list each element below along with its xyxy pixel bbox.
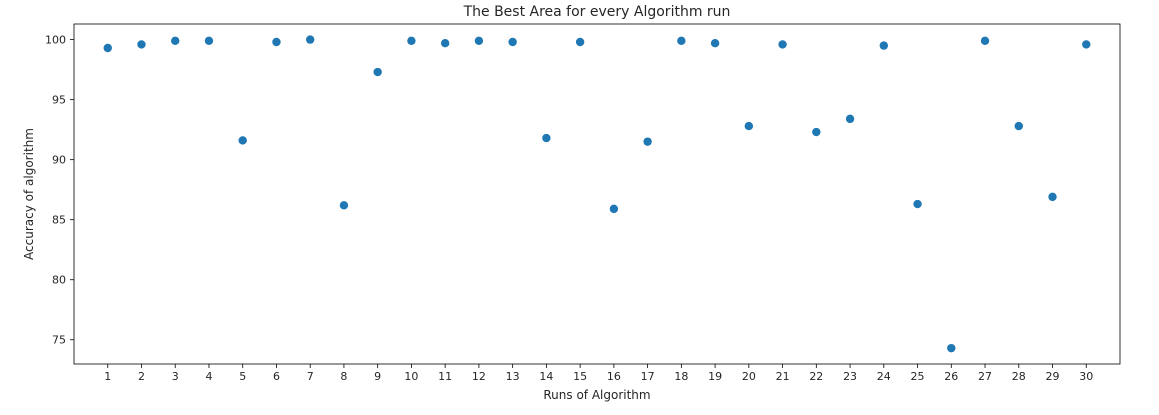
data-point xyxy=(474,36,484,46)
y-axis-title: Accuracy of algorithm xyxy=(22,128,36,260)
data-point xyxy=(812,127,821,137)
x-axis-title: Runs of Algorithm xyxy=(543,388,650,402)
data-point xyxy=(677,36,686,46)
y-tick-label: 90 xyxy=(52,154,66,167)
x-tick-label: 25 xyxy=(911,370,925,383)
data-point xyxy=(879,41,889,50)
x-tick-label: 27 xyxy=(978,370,992,383)
x-tick-label: 1 xyxy=(104,370,111,383)
x-tick-label: 16 xyxy=(607,370,621,383)
x-tick-label: 2 xyxy=(138,370,145,383)
x-tick-label: 4 xyxy=(205,370,212,383)
x-tick-label: 20 xyxy=(742,370,756,383)
data-point xyxy=(103,43,112,53)
data-point xyxy=(137,40,146,49)
data-point xyxy=(609,204,619,214)
x-tick-label: 28 xyxy=(1012,370,1026,383)
data-point xyxy=(508,37,517,47)
data-point xyxy=(1082,40,1091,49)
data-point xyxy=(171,36,180,46)
x-tick-label: 26 xyxy=(944,370,958,383)
plot-frame xyxy=(73,23,1121,365)
data-point xyxy=(407,36,416,46)
x-tick-label: 11 xyxy=(438,370,452,383)
data-point xyxy=(947,343,956,353)
x-tick-label: 7 xyxy=(307,370,314,383)
data-point xyxy=(643,137,652,146)
y-tick-label: 85 xyxy=(52,214,66,227)
x-tick-label: 19 xyxy=(708,370,722,383)
x-tick-label: 8 xyxy=(340,370,347,383)
y-tick-label: 95 xyxy=(52,94,66,107)
x-tick-label: 15 xyxy=(573,370,587,383)
data-point xyxy=(542,133,551,143)
x-tick-label: 23 xyxy=(843,370,857,383)
plot-area: 1 2 3 4 5 6 7 8 9 10 11 12 13 14 15 16 17 18 19 20 21 22 23 24 2… xyxy=(45,23,1121,383)
data-point xyxy=(980,36,990,46)
x-tick-label: 10 xyxy=(404,370,418,383)
x-tick-label: 30 xyxy=(1079,370,1093,383)
x-tick-label: 6 xyxy=(273,370,280,383)
x-tick-label: 22 xyxy=(809,370,823,383)
data-point xyxy=(339,201,349,210)
y-tick-label: 100 xyxy=(45,34,66,47)
x-tick-label: 13 xyxy=(506,370,520,383)
data-point xyxy=(710,39,720,48)
data-point xyxy=(272,37,281,47)
data-point xyxy=(305,35,315,44)
data-point xyxy=(1048,192,1057,202)
data-point xyxy=(1014,121,1023,131)
x-tick-label: 3 xyxy=(172,370,179,383)
data-point xyxy=(778,40,787,49)
data-point xyxy=(440,39,450,48)
x-tick-label: 12 xyxy=(472,370,486,383)
y-tick-label: 80 xyxy=(52,274,66,287)
x-tick-label: 5 xyxy=(239,370,246,383)
x-tick-label: 14 xyxy=(539,370,553,383)
data-point xyxy=(204,36,214,46)
data-point xyxy=(744,121,754,131)
data-point xyxy=(575,37,585,47)
chart-title: The Best Area for every Algorithm run xyxy=(463,4,731,20)
data-point xyxy=(845,114,855,124)
x-tick-label: 29 xyxy=(1046,370,1060,383)
x-tick-label: 21 xyxy=(776,370,790,383)
x-tick-label: 18 xyxy=(674,370,688,383)
data-point xyxy=(913,199,922,209)
x-tick-label: 17 xyxy=(641,370,655,383)
x-tick-label: 24 xyxy=(877,370,891,383)
data-point xyxy=(238,136,247,145)
x-tick-label: 9 xyxy=(374,370,381,383)
y-tick-label: 75 xyxy=(52,334,66,347)
data-point xyxy=(373,67,382,77)
